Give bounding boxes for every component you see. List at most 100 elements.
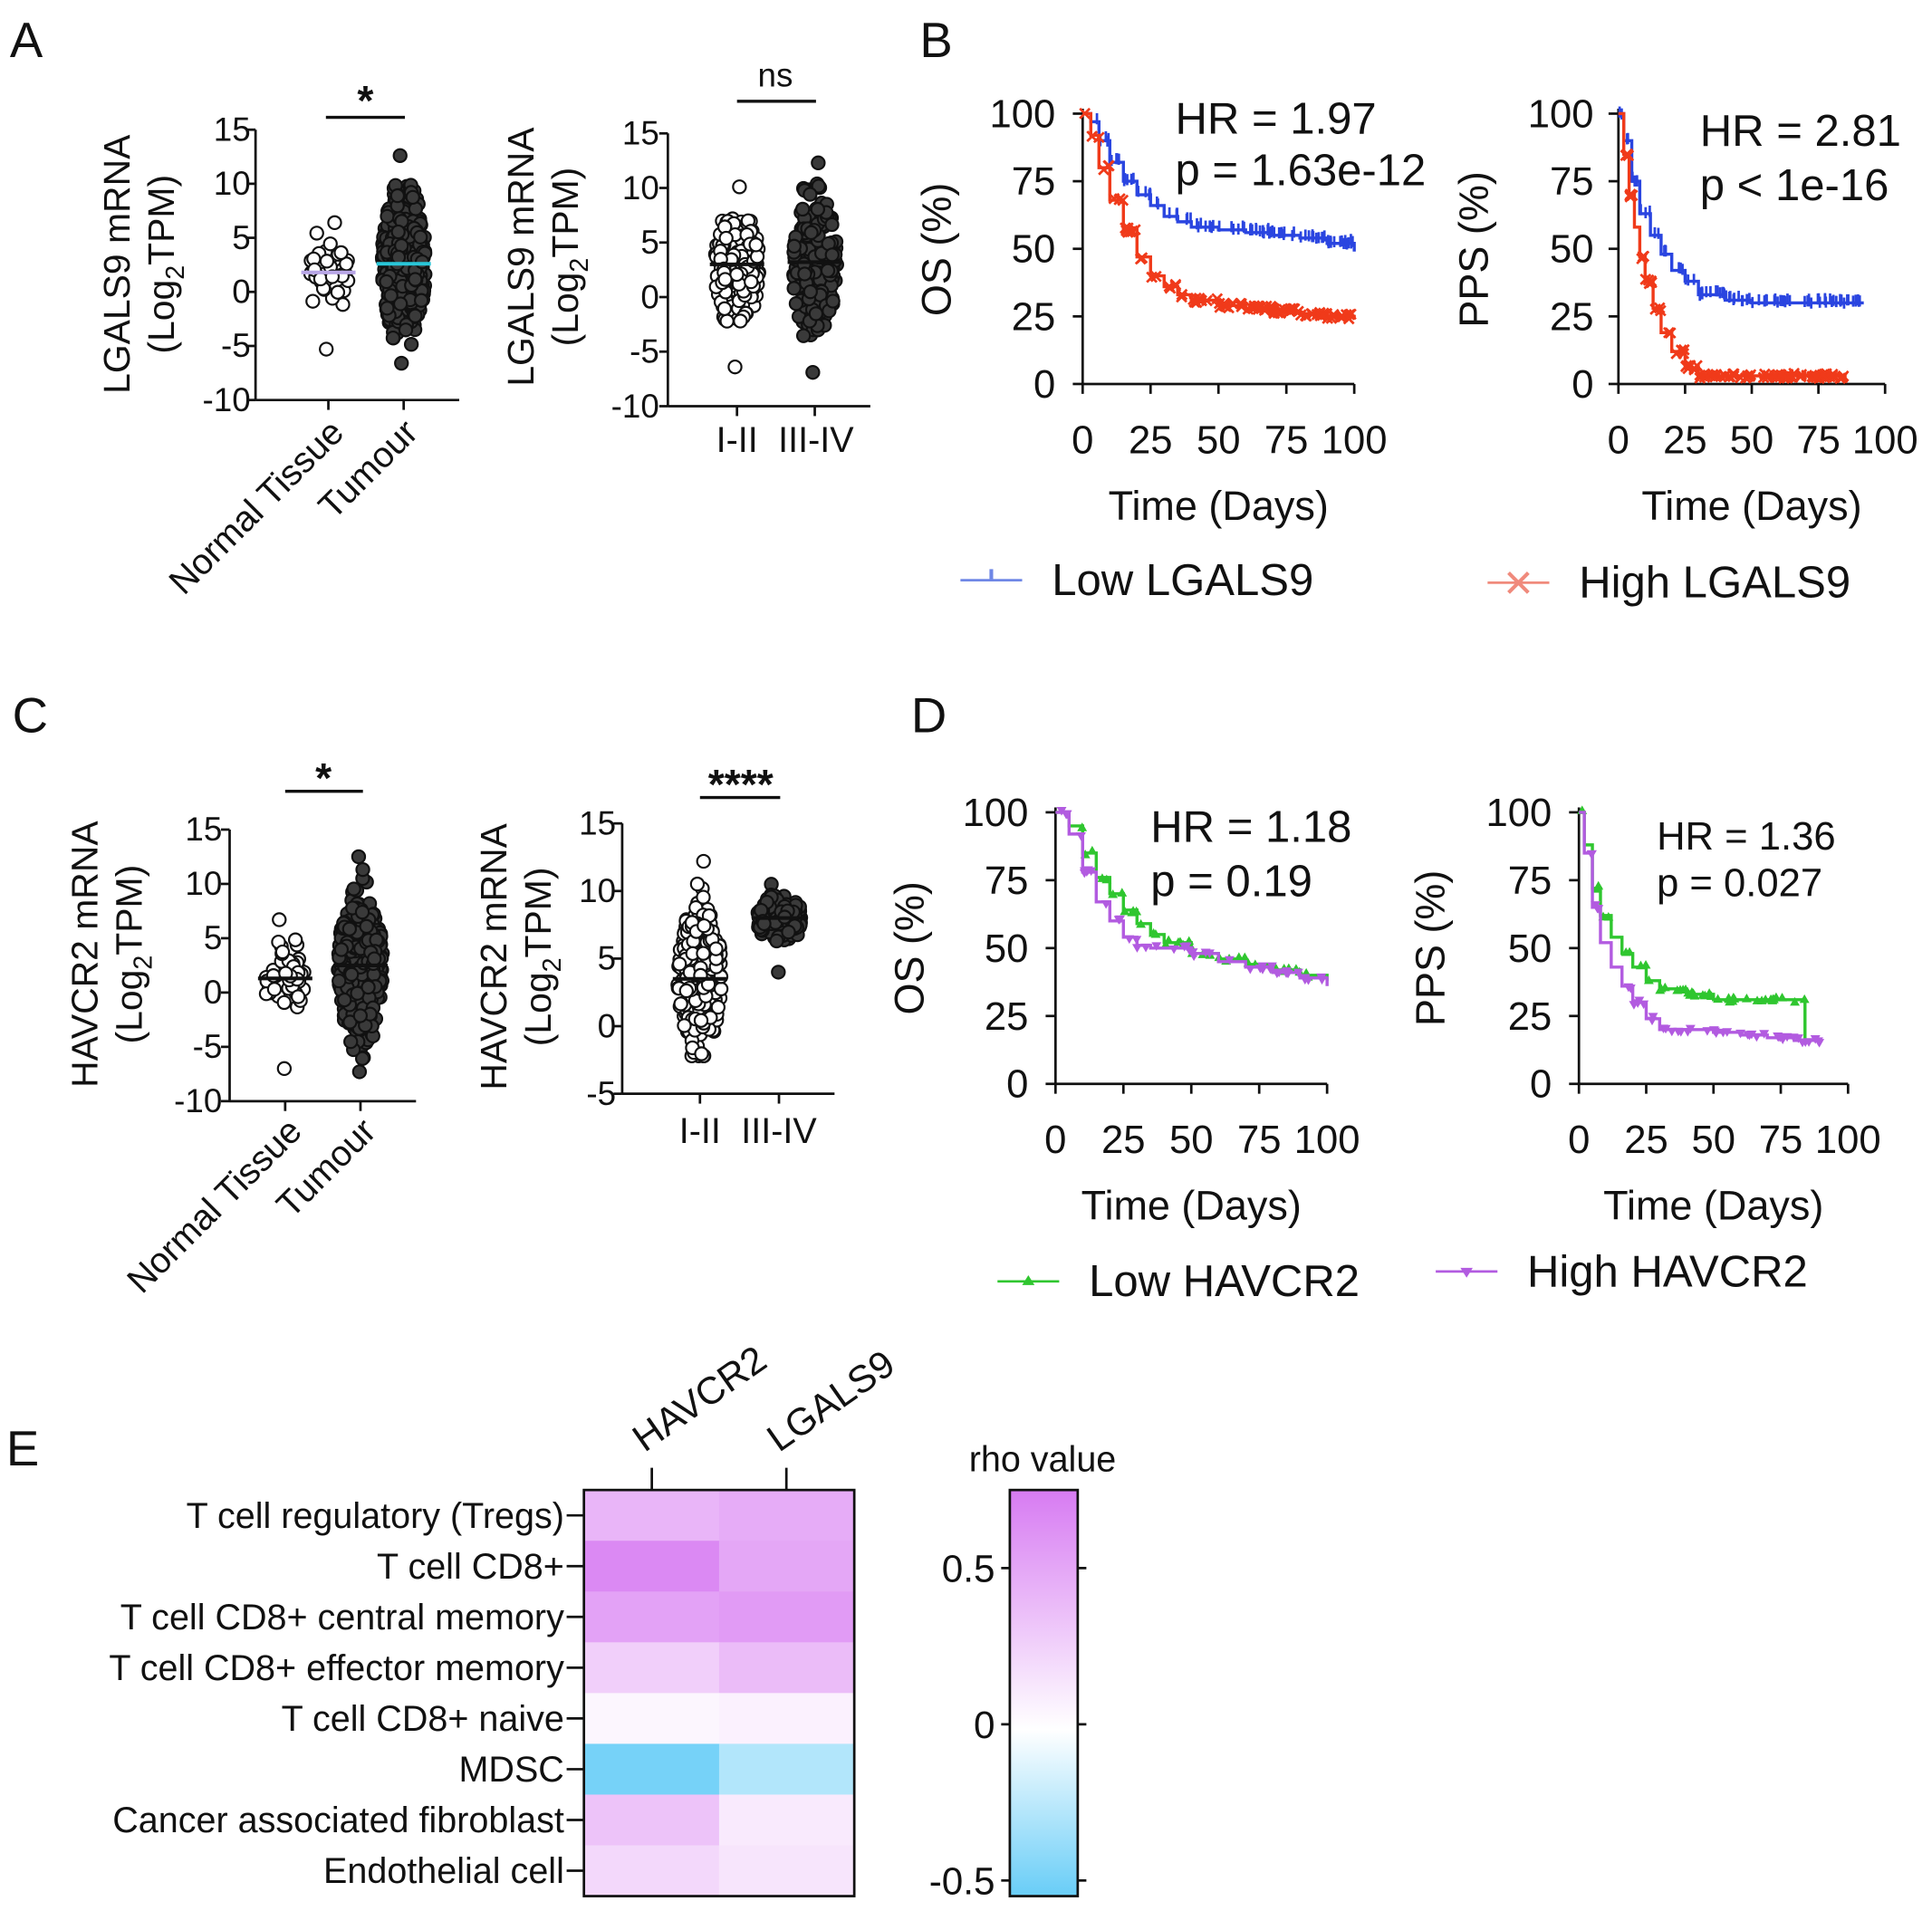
y-tick-label: 15 [622,115,659,152]
series-low-lgals9 [1082,111,1356,252]
censor-mark [1272,969,1283,979]
censor-mark [1211,293,1224,305]
colorbar: 0.5 0 -0.5 rho value [929,1440,1117,1903]
heatmap-cell [718,1794,855,1847]
y-tick-label: 25 [1012,295,1056,339]
y-axis-label: PPS (%) [1408,870,1454,1026]
censor-mark [1188,296,1201,308]
x-tick-label: 75 [1264,418,1309,462]
censor-mark [1121,226,1134,238]
data-point [805,364,821,380]
data-point [380,208,395,225]
data-point [312,271,329,287]
censor-mark [1176,291,1187,303]
data-point [380,301,395,316]
censor-mark [1082,866,1093,876]
censor-mark [1656,984,1667,993]
data-point [352,1008,369,1023]
data-point [367,951,382,966]
x-tick-label: I-II [679,1111,721,1151]
data-point [786,238,802,254]
censor-mark [1149,270,1162,283]
y-label-unit: (Log2TPM) [109,865,159,1044]
data-point [677,1018,692,1033]
censor-mark [1758,368,1771,380]
censor-mark [1056,807,1067,816]
censor-mark [1117,888,1128,897]
data-point [330,284,346,300]
data-point [803,225,819,241]
censor-mark [1176,288,1188,301]
heatmap-cell [583,1541,720,1592]
y-label-unit: (Log2TPM) [140,175,190,354]
data-point [748,237,764,253]
series-high-lgals9 [1618,111,1850,385]
x-tick-label: 75 [1759,1119,1803,1162]
data-point [290,989,306,1004]
censor-mark [1187,948,1198,957]
data-point [671,956,687,972]
y-tick-label: 75 [985,859,1029,903]
censor-mark [1810,1035,1821,1044]
y-label-main: LGALS9 mRNA [500,127,542,387]
data-point [332,973,347,989]
censor-mark [1663,326,1675,339]
censor-mark [1687,986,1697,996]
data-point [341,921,358,936]
row-label: T cell CD8+ [377,1547,564,1587]
censor-mark [1127,907,1138,917]
censor-mark [1777,1035,1788,1044]
x-tick-label: III-IV [778,420,854,460]
panel-label-C: C [13,687,48,743]
censor-mark [1639,273,1652,285]
y-tick-label: 0 [598,1007,616,1044]
censor-mark [1744,370,1756,383]
censor-mark [1274,303,1286,316]
censor-mark [1076,831,1086,841]
censor-mark [1316,309,1329,322]
censor-mark [1124,935,1135,945]
censor-mark [1675,984,1686,994]
y-tick-label: 0 [204,974,222,1011]
x-axis-label: Time (Days) [1081,1183,1302,1229]
x-tick-label: 0 [1044,1119,1066,1162]
censor-mark [1163,935,1174,945]
y-tick-label: 0 [232,274,250,311]
censor-mark [1114,193,1126,205]
data-point [389,187,406,204]
data-point [769,933,784,949]
censor-mark [1794,370,1807,383]
censor-mark [1698,368,1711,380]
censor-mark [1151,942,1162,951]
y-tick-label: 25 [1550,295,1594,339]
row-label: T cell CD8+ naive [282,1699,564,1739]
y-tick-label: 50 [1508,927,1552,971]
significance-label: * [315,754,332,802]
colorbar-tick-label: -0.5 [929,1859,995,1902]
censor-mark [1294,309,1307,322]
censor-mark [1667,1027,1677,1037]
y-tick-label: 0 [1033,363,1055,407]
data-point [771,965,786,980]
data-point [413,293,429,308]
y-tick-label: 100 [963,792,1029,835]
y-label-tail: TPM [517,879,559,957]
x-tick-label: I-II [716,420,758,460]
heatmap-border [582,1488,856,1897]
censor-mark [1226,297,1239,310]
series-high-havcr2 [1579,811,1825,1048]
censor-mark [1629,1001,1639,1010]
y-label-log: Log [544,273,586,334]
censor-mark [1636,960,1646,970]
data-point [824,247,840,263]
row-label: T cell CD8+ central memory [120,1598,564,1637]
censor-mark [1235,301,1248,313]
censor-mark [1224,956,1235,965]
y-tick-label: -5 [586,1075,616,1112]
x-tick-label: 25 [1129,418,1173,462]
panel-label-A: A [10,13,43,68]
dot-group-1 [331,849,390,1080]
colorbar-tick-label: 0 [974,1704,995,1746]
survival-plot-D1: 100 75 50 25 00 25 50 75 100 Time (Days) OS (%) HR … [886,792,1360,1229]
y-tick-label: 5 [640,224,658,261]
